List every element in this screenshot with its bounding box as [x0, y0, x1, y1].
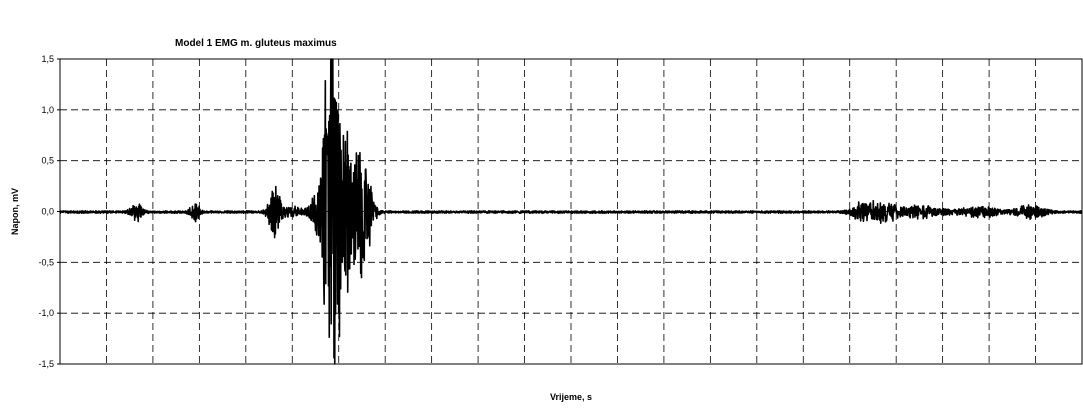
series-layer	[59, 58, 1083, 365]
chart-title: Model 1 EMG m. gluteus maximus	[175, 38, 337, 49]
y-tick-label: -1,0	[38, 308, 54, 318]
y-tick-label: -0,5	[38, 257, 54, 267]
y-tick-label: 1,0	[41, 105, 54, 115]
y-tick-label: 0,5	[41, 156, 54, 166]
y-tick-label: -1,5	[38, 359, 54, 369]
emg-signal-line	[59, 58, 1083, 365]
y-axis-label: Napon, mV	[10, 188, 20, 235]
y-tick-label: 0,0	[41, 207, 54, 217]
y-tick-label: 1,5	[41, 54, 54, 64]
y-axis-ticks: 1,5 1,0 0,5 0,0 -0,5 -1,0 -1,5	[38, 54, 60, 369]
x-axis-label: Vrijeme, s	[550, 392, 592, 402]
